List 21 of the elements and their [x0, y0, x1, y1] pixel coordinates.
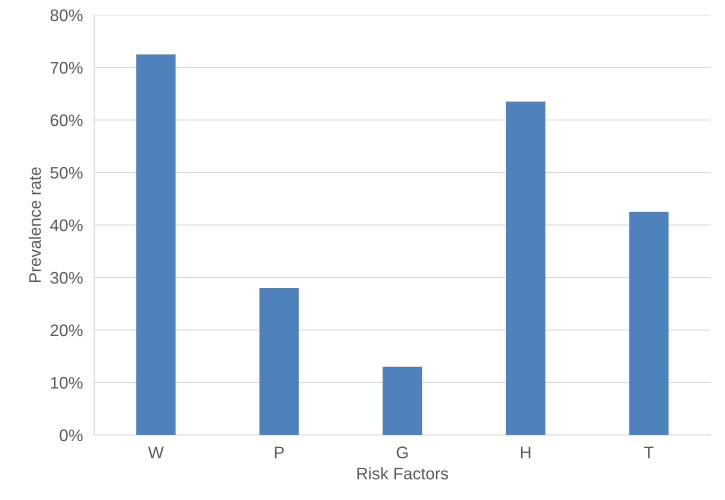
y-axis-title: Prevalence rate	[28, 167, 41, 282]
y-tick-label: 30%	[50, 272, 83, 284]
y-tick-label: 40%	[50, 219, 83, 232]
y-tick-label: 0%	[60, 429, 83, 442]
x-tick-label: H	[520, 446, 530, 458]
bar	[506, 102, 546, 435]
y-tick-label: 10%	[51, 376, 83, 389]
bar	[136, 54, 176, 435]
y-tick-label: 50%	[50, 166, 83, 179]
y-tick-label: 60%	[50, 114, 83, 126]
bar	[259, 288, 299, 435]
x-tick-label: W	[148, 446, 164, 458]
x-tick-label: P	[274, 446, 284, 458]
bar	[382, 366, 422, 435]
x-axis-title: Risk Factors	[357, 467, 448, 480]
x-tick-label: T	[644, 446, 654, 458]
y-tick-label: 80%	[50, 9, 83, 22]
x-tick-label: G	[396, 446, 408, 458]
y-tick-label: 70%	[50, 62, 83, 74]
bar	[629, 212, 669, 435]
y-tick-label: 20%	[50, 324, 83, 336]
